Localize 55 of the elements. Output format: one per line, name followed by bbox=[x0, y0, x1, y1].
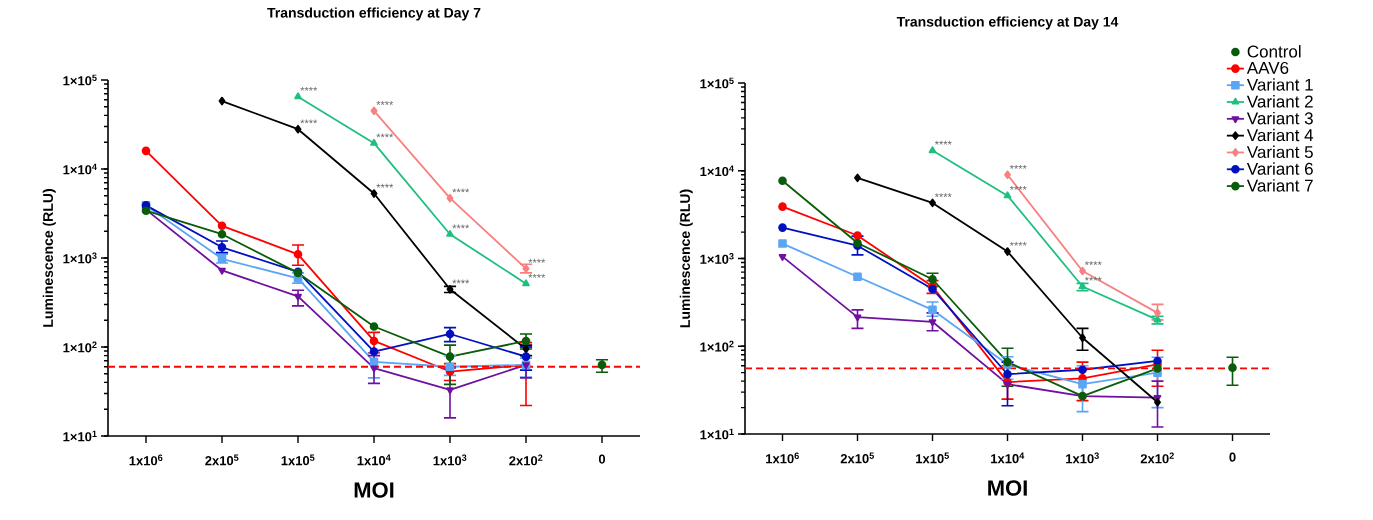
y-axis-title: Luminescence (RLU) bbox=[679, 189, 693, 328]
chart-title: Transduction efficiency at Day 7 bbox=[267, 7, 481, 21]
y-tick-label: 1×10$^{5}$ bbox=[700, 77, 734, 89]
legend-label: Variant 1 bbox=[1246, 78, 1313, 91]
annotation: **** bbox=[934, 140, 952, 145]
annotation: **** bbox=[452, 279, 470, 284]
x-tick-label: 1x10$^{6}$ bbox=[766, 452, 799, 464]
x-tick-label: 2x10$^{2}$ bbox=[1140, 452, 1174, 464]
legend-label: Variant 5 bbox=[1246, 145, 1313, 159]
x-tick-label: 1x10$^{5}$ bbox=[916, 452, 949, 464]
annotation: **** bbox=[1009, 241, 1027, 246]
y-tick-label: 1×10$^{4}$ bbox=[63, 163, 97, 175]
y-tick-label: 1×10$^{2}$ bbox=[63, 341, 97, 353]
annotation: **** bbox=[1009, 185, 1027, 190]
legend-label: Variant 7 bbox=[1246, 179, 1313, 192]
x-tick-label: 1x10$^{5}$ bbox=[281, 454, 315, 466]
y-tick-label: 1×10$^{5}$ bbox=[63, 74, 97, 86]
x-tick-label: 1x10$^{4}$ bbox=[991, 452, 1025, 464]
legend-label: Control bbox=[1247, 45, 1301, 58]
annotation: **** bbox=[528, 258, 546, 263]
annotation: **** bbox=[528, 273, 546, 278]
chart-title: Transduction efficiency at Day 14 bbox=[896, 16, 1119, 30]
x-axis-title: MOI bbox=[354, 482, 394, 498]
annotation: **** bbox=[300, 86, 318, 91]
x-axis-title: MOI bbox=[988, 480, 1027, 496]
x-tick-label: 1x10$^{6}$ bbox=[129, 454, 163, 466]
annotation: **** bbox=[300, 119, 318, 124]
annotation: **** bbox=[934, 193, 952, 198]
y-tick-label: 1×10$^{3}$ bbox=[63, 252, 97, 264]
x-tick-label: 2x10$^{2}$ bbox=[509, 454, 543, 466]
legend-label: AAV6 bbox=[1246, 61, 1289, 74]
x-tick-label: 0 bbox=[1229, 452, 1236, 462]
x-tick-label: 1x10$^{3}$ bbox=[1066, 452, 1099, 464]
x-tick-label: 1x10$^{3}$ bbox=[433, 454, 467, 466]
x-tick-label: 2x10$^{5}$ bbox=[205, 454, 239, 466]
y-tick-label: 1×10$^{3}$ bbox=[700, 253, 734, 264]
legend-label: Variant 6 bbox=[1246, 162, 1313, 175]
y-axis-title: Luminescence (RLU) bbox=[42, 189, 56, 327]
annotation: **** bbox=[1009, 165, 1027, 169]
legend-label: Variant 4 bbox=[1246, 128, 1314, 142]
y-tick-label: 1×10$^{2}$ bbox=[700, 340, 734, 352]
x-tick-label: 1x10$^{4}$ bbox=[357, 454, 391, 466]
annotation: **** bbox=[452, 224, 470, 229]
annotation: **** bbox=[376, 133, 394, 138]
y-tick-label: 1×10$^{1}$ bbox=[63, 430, 97, 442]
annotation: **** bbox=[376, 101, 394, 105]
legend-label: Variant 2 bbox=[1246, 95, 1313, 108]
x-tick-label: 0 bbox=[598, 454, 606, 464]
annotation: **** bbox=[1084, 261, 1102, 266]
annotation: **** bbox=[376, 183, 394, 188]
y-tick-label: 1×10$^{1}$ bbox=[700, 428, 734, 440]
x-tick-label: 2x10$^{5}$ bbox=[840, 452, 874, 464]
annotation: **** bbox=[452, 188, 470, 193]
legend-label: Variant 3 bbox=[1246, 111, 1313, 125]
y-tick-label: 1×10$^{4}$ bbox=[700, 165, 734, 177]
